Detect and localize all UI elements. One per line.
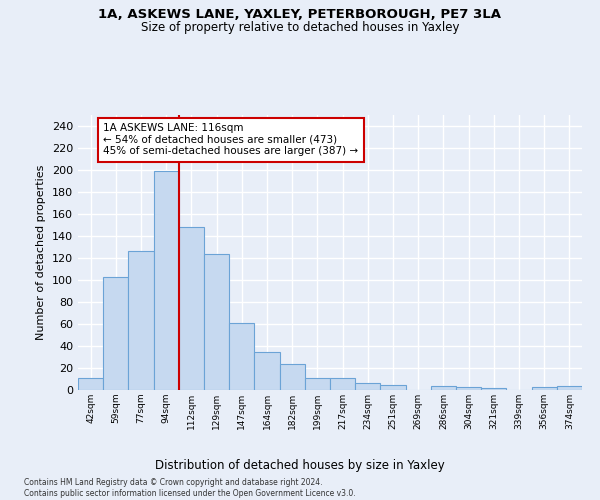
Bar: [380, 384, 406, 390]
Bar: [355, 384, 380, 390]
Text: 1A ASKEWS LANE: 116sqm
← 54% of detached houses are smaller (473)
45% of semi-de: 1A ASKEWS LANE: 116sqm ← 54% of detached…: [103, 123, 358, 156]
Bar: [431, 386, 456, 390]
Bar: [254, 352, 280, 390]
Text: 1A, ASKEWS LANE, YAXLEY, PETERBOROUGH, PE7 3LA: 1A, ASKEWS LANE, YAXLEY, PETERBOROUGH, P…: [98, 8, 502, 20]
Y-axis label: Number of detached properties: Number of detached properties: [37, 165, 46, 340]
Bar: [78, 378, 103, 390]
Bar: [204, 254, 229, 390]
Bar: [154, 171, 179, 390]
Text: Distribution of detached houses by size in Yaxley: Distribution of detached houses by size …: [155, 460, 445, 472]
Bar: [179, 227, 204, 390]
Bar: [229, 323, 254, 390]
Text: Contains HM Land Registry data © Crown copyright and database right 2024.
Contai: Contains HM Land Registry data © Crown c…: [24, 478, 356, 498]
Bar: [532, 386, 557, 390]
Bar: [481, 388, 506, 390]
Bar: [103, 276, 128, 390]
Bar: [330, 378, 355, 390]
Bar: [456, 386, 481, 390]
Bar: [557, 386, 582, 390]
Bar: [128, 252, 154, 390]
Text: Size of property relative to detached houses in Yaxley: Size of property relative to detached ho…: [141, 21, 459, 34]
Bar: [280, 364, 305, 390]
Bar: [305, 378, 330, 390]
